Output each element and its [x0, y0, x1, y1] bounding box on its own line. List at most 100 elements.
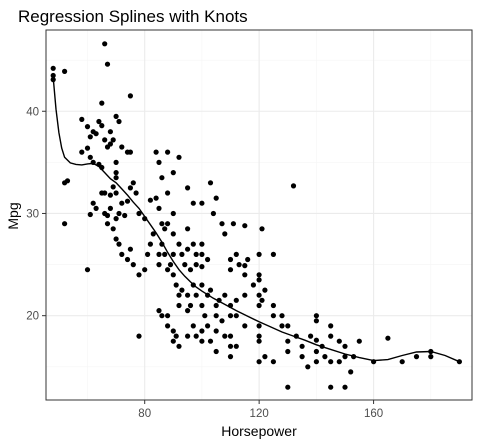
data-point: [199, 328, 205, 334]
data-point: [207, 180, 214, 186]
data-point: [250, 282, 256, 288]
data-point: [162, 226, 168, 232]
data-point: [156, 251, 162, 257]
data-point: [187, 302, 194, 309]
data-point: [50, 65, 56, 71]
data-point: [104, 61, 111, 67]
data-point: [142, 267, 148, 273]
data-point: [336, 359, 342, 365]
data-point: [113, 216, 119, 222]
data-point: [84, 267, 91, 273]
y-tick-label: 20: [26, 311, 39, 323]
data-point: [173, 282, 179, 288]
data-point: [222, 231, 228, 237]
data-point: [348, 369, 354, 375]
data-point: [170, 210, 176, 217]
data-point: [207, 338, 214, 344]
data-point: [413, 354, 420, 360]
data-point: [170, 170, 176, 176]
data-point: [147, 241, 153, 247]
x-axis-label: Horsepower: [221, 423, 297, 439]
data-point: [256, 292, 262, 298]
data-point: [356, 338, 362, 344]
data-point: [322, 354, 328, 360]
data-point: [185, 292, 191, 298]
data-point: [113, 175, 119, 181]
data-point: [227, 313, 234, 319]
data-point: [145, 251, 151, 257]
data-point: [176, 292, 182, 298]
x-tick-label: 80: [138, 408, 151, 420]
data-point: [227, 267, 234, 273]
data-point: [262, 354, 268, 360]
data-point: [270, 251, 276, 257]
data-point: [104, 212, 111, 219]
data-point: [93, 205, 99, 211]
data-point: [107, 192, 113, 198]
data-point: [176, 302, 182, 309]
data-point: [64, 178, 71, 184]
data-point: [185, 308, 191, 314]
data-point: [205, 323, 211, 329]
data-point: [230, 221, 236, 227]
data-point: [399, 359, 405, 365]
spline-line: [52, 77, 460, 363]
data-point: [127, 246, 133, 252]
data-point: [79, 149, 85, 155]
data-point: [313, 313, 319, 319]
data-point: [173, 333, 179, 339]
data-point: [156, 205, 162, 211]
data-point: [87, 211, 93, 218]
data-point: [193, 333, 199, 339]
data-point: [233, 251, 239, 257]
data-point: [156, 159, 162, 165]
data-point: [93, 131, 99, 137]
data-point: [242, 292, 248, 298]
data-point: [79, 116, 85, 122]
data-point: [159, 221, 165, 227]
data-point: [50, 72, 56, 79]
data-point: [285, 348, 291, 355]
data-point: [279, 313, 285, 319]
x-tick-label: 120: [250, 408, 269, 420]
data-point: [99, 123, 105, 129]
data-point: [124, 256, 131, 263]
data-point: [185, 226, 191, 232]
data-point: [165, 149, 171, 155]
data-point: [124, 198, 131, 204]
data-point: [227, 256, 234, 263]
data-point: [99, 190, 105, 196]
data-point: [116, 241, 122, 247]
data-point: [242, 223, 248, 229]
data-point: [193, 262, 199, 268]
data-point: [270, 313, 276, 319]
data-point: [336, 338, 342, 344]
data-point: [99, 100, 105, 106]
data-point: [185, 246, 191, 252]
data-point: [185, 185, 191, 191]
data-point: [256, 272, 262, 278]
data-point: [199, 338, 205, 344]
y-axis-label: Mpg: [5, 202, 21, 229]
data-point: [170, 328, 176, 334]
data-point: [256, 302, 262, 309]
data-point: [219, 221, 225, 227]
data-point: [84, 124, 91, 130]
data-point: [136, 333, 142, 339]
data-point: [213, 302, 219, 309]
data-point: [242, 263, 248, 269]
data-point: [150, 231, 156, 237]
data-point: [190, 200, 196, 206]
data-point: [170, 251, 176, 257]
data-point: [305, 364, 311, 370]
data-point: [259, 297, 265, 303]
data-point: [285, 338, 291, 344]
data-point: [182, 262, 188, 268]
plot-panel: 80 120 160 20 30 40: [26, 29, 473, 420]
data-point: [113, 159, 119, 165]
data-point: [313, 348, 319, 355]
data-point: [104, 221, 111, 227]
data-point: [165, 323, 171, 329]
data-point: [342, 343, 348, 349]
